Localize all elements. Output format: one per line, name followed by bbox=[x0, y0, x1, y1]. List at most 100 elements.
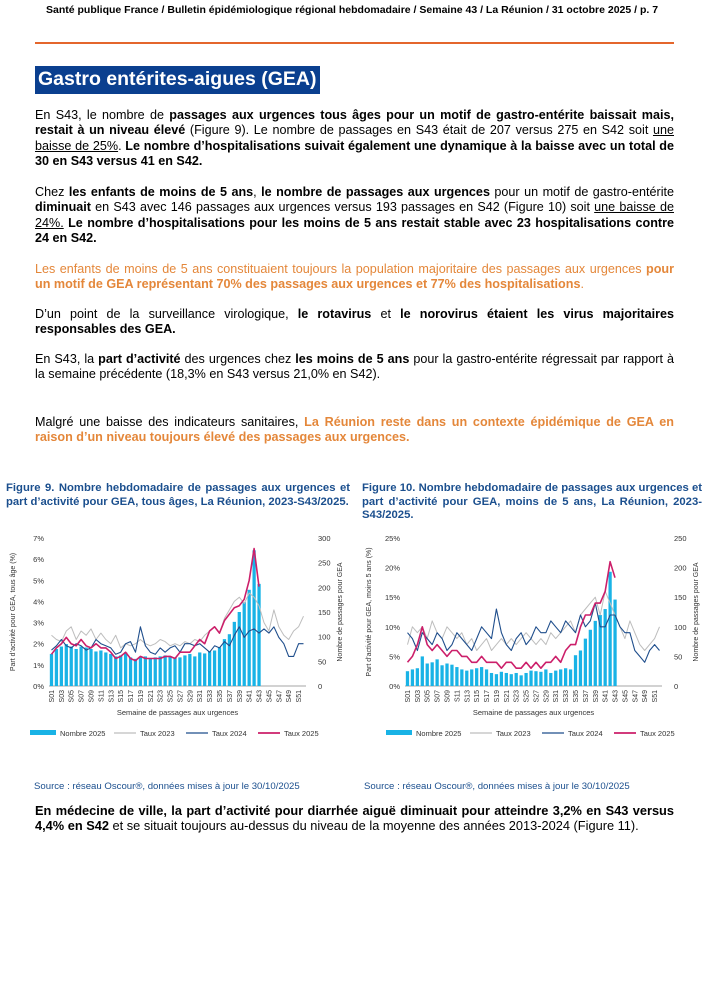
fig10-x-tick: S19 bbox=[494, 690, 501, 703]
fig10-line-taux-2023 bbox=[407, 590, 660, 651]
fig9-bar-S09 bbox=[89, 649, 93, 686]
fig9-x-tick: S17 bbox=[128, 690, 135, 703]
fig9-y-right-title: Nombre de passages pour GEA bbox=[337, 562, 344, 662]
fig9-bar-S17 bbox=[128, 657, 133, 686]
fig9-bar-S41 bbox=[247, 589, 251, 686]
fig9-x-tick: S19 bbox=[138, 690, 145, 703]
fig10-bar-S27 bbox=[534, 671, 538, 686]
fig9-bar-S02 bbox=[54, 649, 59, 686]
fig9-legend-label-taux-2023: Taux 2023 bbox=[140, 729, 175, 738]
fig10-x-tick: S21 bbox=[504, 690, 511, 703]
fig9-x-tick: S35 bbox=[217, 690, 224, 703]
fig10-bar-S15 bbox=[475, 668, 479, 686]
fig9-x-tick: S29 bbox=[187, 690, 194, 703]
fig10-legend-label-taux-2024: Taux 2024 bbox=[568, 729, 603, 738]
fig10-bar-S11 bbox=[455, 667, 459, 686]
fig9-y-right-tick: 0 bbox=[318, 682, 322, 691]
fig9-x-tick: S15 bbox=[118, 690, 125, 703]
fig10-bar-S25 bbox=[524, 672, 528, 686]
fig9-bar-S43 bbox=[257, 583, 261, 686]
fig10-bar-S12 bbox=[460, 669, 464, 686]
fig9-bar-S25 bbox=[168, 656, 172, 686]
fig10-x-tick: S11 bbox=[454, 690, 461, 702]
fig10-bar-S31 bbox=[554, 670, 558, 686]
fig9-bar-S37 bbox=[227, 634, 232, 686]
fig9-x-tick: S43 bbox=[257, 690, 264, 703]
fig9-bar-S27 bbox=[178, 657, 182, 686]
fig9-x-tick: S47 bbox=[276, 690, 283, 703]
fig10-y-left-tick: 0% bbox=[389, 682, 400, 691]
fig10-bar-S01 bbox=[405, 671, 410, 686]
fig9-bar-S34 bbox=[212, 650, 217, 686]
fig9-bar-S05 bbox=[69, 646, 73, 686]
figure-10-chart: 0% 5% 10% 15% 20% 25% 0 50 100 150 200 250 S01 S03 S05… bbox=[366, 534, 700, 738]
fig10-x-tick: S43 bbox=[613, 690, 620, 703]
fig10-x-tick: S45 bbox=[622, 690, 629, 703]
figure-9-title: Figure 9. Nombre hebdomadaire de passage… bbox=[6, 482, 350, 508]
fig10-bar-S22 bbox=[509, 674, 513, 686]
fig10-x-tick: S17 bbox=[484, 690, 491, 703]
fig9-x-tick: S49 bbox=[286, 690, 293, 703]
fig10-x-tick: S39 bbox=[593, 690, 600, 703]
fig9-bar-S22 bbox=[153, 657, 157, 686]
fig9-y-left-tick: 1% bbox=[33, 661, 44, 670]
header-rule bbox=[35, 42, 674, 44]
fig9-x-tick: S09 bbox=[89, 690, 96, 703]
fig9-x-tick: S01 bbox=[49, 690, 56, 703]
fig9-line-taux-2024 bbox=[51, 626, 304, 657]
fig10-y-right-tick: 0 bbox=[674, 682, 678, 691]
fig9-legend-label-taux-2025: Taux 2025 bbox=[284, 729, 319, 738]
fig9-x-tick: S03 bbox=[59, 690, 66, 703]
fig10-bar-S24 bbox=[519, 675, 523, 686]
fig9-bar-S30 bbox=[193, 656, 197, 686]
fig9-legend-label-taux-2024: Taux 2024 bbox=[212, 729, 247, 738]
fig9-bar-S03 bbox=[59, 646, 63, 686]
fig10-x-tick: S25 bbox=[524, 690, 531, 703]
fig10-y-right-tick: 100 bbox=[674, 623, 687, 632]
fig9-bar-S38 bbox=[232, 621, 236, 686]
fig10-bar-S23 bbox=[514, 672, 518, 686]
fig10-x-tick: S37 bbox=[583, 690, 590, 703]
fig9-bar-S42 bbox=[252, 550, 256, 686]
paragraph-3: Les enfants de moins de 5 ans constituai… bbox=[35, 262, 674, 292]
fig9-bar-S33 bbox=[207, 651, 212, 686]
fig10-y-left-tick: 10% bbox=[385, 623, 400, 632]
fig10-bar-S39 bbox=[593, 620, 597, 686]
paragraph-5: En S43, la part d’activité des urgences … bbox=[35, 352, 674, 382]
fig9-bar-S35 bbox=[217, 647, 222, 686]
fig10-bar-S10 bbox=[450, 664, 454, 686]
fig9-bar-S11 bbox=[99, 650, 103, 686]
fig10-bar-S06 bbox=[430, 662, 434, 686]
paragraph-1: En S43, le nombre de passages aux urgenc… bbox=[35, 108, 674, 169]
fig10-x-tick: S09 bbox=[445, 690, 452, 703]
fig9-x-tick: S31 bbox=[197, 690, 204, 703]
fig10-line-taux-2025 bbox=[406, 560, 616, 669]
fig10-x-tick: S15 bbox=[474, 690, 481, 703]
fig10-bar-S28 bbox=[539, 671, 543, 686]
fig10-bar-S36 bbox=[578, 650, 583, 686]
fig9-x-tick: S21 bbox=[148, 690, 155, 703]
fig10-x-tick: S27 bbox=[533, 690, 540, 703]
fig10-bar-S08 bbox=[440, 665, 444, 686]
fig9-bar-S19 bbox=[138, 657, 143, 686]
fig10-x-tick: S13 bbox=[464, 690, 471, 703]
fig9-y-right-tick: 300 bbox=[318, 534, 331, 543]
running-header: Santé publique France / Bulletin épidémi… bbox=[46, 4, 659, 16]
paragraph-6: Malgré une baisse des indicateurs sanita… bbox=[35, 415, 674, 445]
fig10-bar-S26 bbox=[529, 670, 533, 686]
fig9-bar-S39 bbox=[237, 612, 241, 686]
fig9-x-tick: S37 bbox=[227, 690, 234, 703]
fig9-x-tick: S51 bbox=[296, 690, 303, 703]
fig10-bar-S30 bbox=[549, 672, 553, 686]
fig10-x-axis-title: Semaine de passages aux urgences bbox=[473, 708, 595, 717]
fig9-line-taux-2023 bbox=[51, 592, 304, 649]
fig9-bar-S18 bbox=[133, 658, 138, 686]
fig10-y-right-tick: 150 bbox=[674, 593, 687, 602]
fig9-bar-S21 bbox=[148, 658, 152, 686]
fig10-y-right-title: Nombre de passages pour GEA bbox=[693, 562, 700, 662]
fig9-y-left-tick: 6% bbox=[33, 555, 44, 564]
figure-9-chart: 0% 1% 2% 3% 4% 5% 6% 7% 0 50 100 150 200 250 300 S01 S03… bbox=[10, 534, 344, 738]
fig9-x-tick: S39 bbox=[237, 690, 244, 703]
fig9-bar-S23 bbox=[158, 656, 162, 686]
fig9-x-tick: S05 bbox=[69, 690, 76, 703]
